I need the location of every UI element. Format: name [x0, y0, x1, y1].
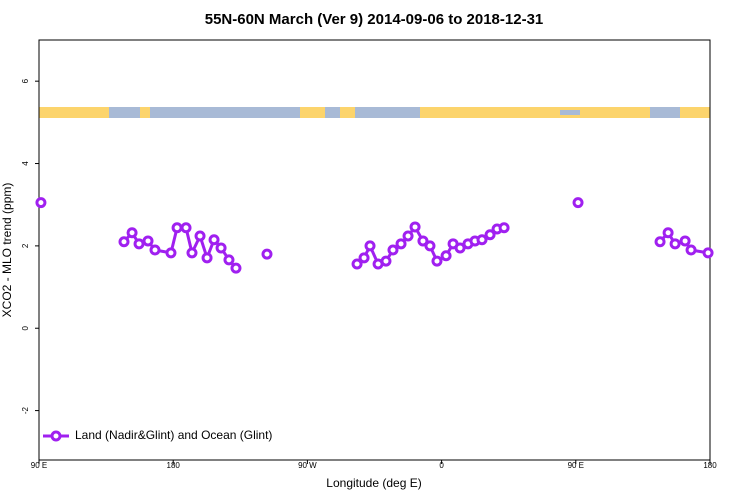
point	[395, 238, 407, 250]
point	[142, 235, 154, 247]
point	[669, 238, 681, 250]
x-tick-label: 90 E	[31, 461, 47, 470]
chart-title: 55N-60N March (Ver 9) 2014-09-06 to 2018…	[205, 11, 544, 28]
point	[186, 247, 198, 259]
point	[484, 229, 496, 241]
legend-label: Land (Nadir&Glint) and Ocean (Glint)	[75, 428, 272, 442]
y-tick-label: -2	[21, 406, 30, 414]
y-axis-label: XCO2 - MLO trend (ppm)	[0, 183, 14, 318]
point	[35, 197, 47, 209]
point	[498, 222, 510, 234]
point	[165, 247, 177, 259]
point	[402, 230, 414, 242]
point	[380, 255, 392, 267]
point	[133, 238, 145, 250]
point	[679, 235, 691, 247]
y-tick-label: 2	[21, 243, 30, 248]
x-tick-label: 180	[167, 461, 181, 470]
point	[685, 244, 697, 256]
x-tick-label: 90 W	[298, 461, 317, 470]
x-tick-label: 90 E	[568, 461, 584, 470]
point	[424, 240, 436, 252]
point	[208, 234, 220, 246]
point	[223, 254, 235, 266]
legend-marker	[50, 430, 62, 442]
point	[440, 250, 452, 262]
point	[654, 236, 666, 248]
point	[572, 197, 584, 209]
point	[201, 252, 213, 264]
y-tick-label: 0	[21, 325, 30, 330]
point	[118, 236, 130, 248]
point	[431, 255, 443, 267]
point	[417, 235, 429, 247]
point	[149, 244, 161, 256]
point	[387, 244, 399, 256]
point	[702, 247, 714, 259]
point	[194, 230, 206, 242]
x-tick-label: 0	[439, 461, 444, 470]
x-tick-label: 180	[703, 461, 717, 470]
point	[230, 262, 242, 274]
point	[180, 222, 192, 234]
point	[126, 227, 138, 239]
point	[351, 258, 363, 270]
point	[215, 242, 227, 254]
plot-frame	[38, 39, 711, 461]
point	[476, 234, 488, 246]
map-strip	[39, 107, 710, 118]
point	[662, 227, 674, 239]
y-tick-label: 4	[21, 161, 30, 166]
point	[454, 242, 466, 254]
point	[364, 240, 376, 252]
y-tick-label: 6	[21, 78, 30, 83]
point	[358, 252, 370, 264]
point	[171, 222, 183, 234]
point	[261, 248, 273, 260]
point	[409, 221, 421, 233]
x-axis-label: Longitude (deg E)	[326, 476, 421, 490]
